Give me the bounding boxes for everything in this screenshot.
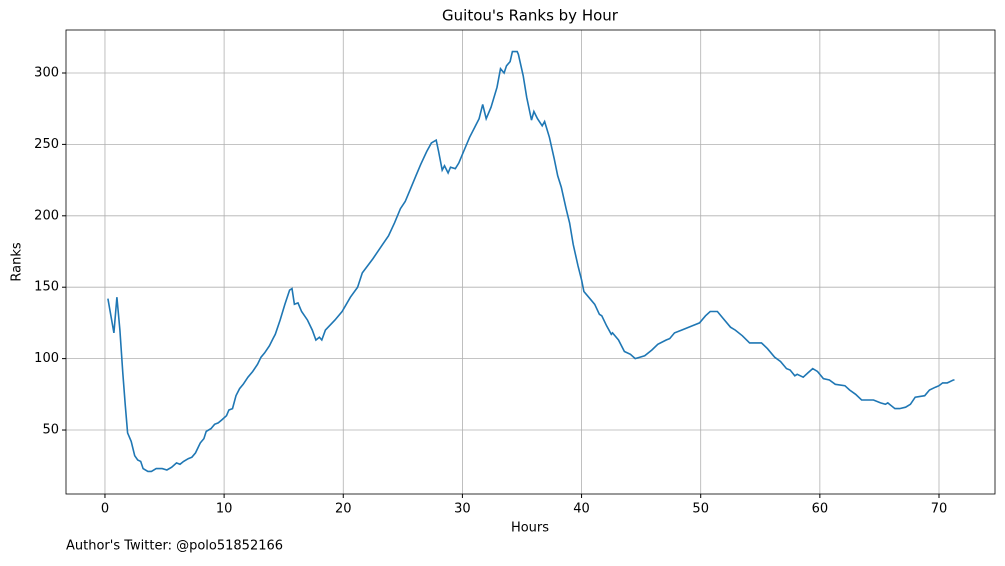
y-tick-label: 300	[34, 65, 59, 80]
y-tick-label: 150	[34, 280, 59, 295]
plot-frame	[65, 29, 996, 495]
x-tick-label: 10	[216, 502, 233, 517]
x-tick-label: 40	[573, 502, 590, 517]
y-tick-label: 200	[34, 208, 59, 223]
y-axis-label: Ranks	[10, 242, 25, 281]
x-tick-label: 70	[931, 502, 948, 517]
x-tick-label: 50	[692, 502, 709, 517]
x-axis-label: Hours	[511, 521, 549, 536]
annotation: Author's Twitter: @polo51852166	[66, 539, 283, 554]
line-series	[107, 50, 955, 473]
x-tick-label: 0	[101, 502, 109, 517]
y-tick-label: 50	[42, 423, 59, 438]
y-tick-label: 100	[34, 351, 59, 366]
x-tick-label: 30	[454, 502, 471, 517]
chart-title: Guitou's Ranks by Hour	[442, 7, 619, 25]
x-tick-label: 20	[335, 502, 352, 517]
x-tick-label: 60	[812, 502, 829, 517]
y-tick-label: 250	[34, 137, 59, 152]
